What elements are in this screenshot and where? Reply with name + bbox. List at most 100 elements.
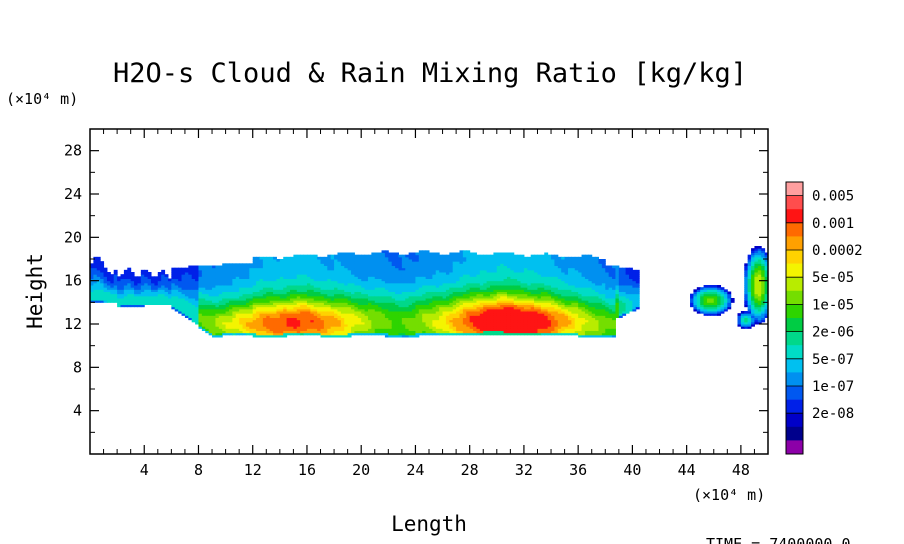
field-cell bbox=[449, 263, 454, 266]
field-cell bbox=[432, 280, 437, 284]
field-cell bbox=[367, 326, 372, 329]
field-cell bbox=[266, 324, 271, 327]
field-cell bbox=[530, 304, 535, 308]
field-cell bbox=[364, 278, 369, 282]
field-cell bbox=[106, 298, 111, 301]
field-cell bbox=[127, 267, 132, 271]
field-cell bbox=[412, 274, 416, 277]
field-cell bbox=[235, 278, 240, 282]
field-cell bbox=[330, 313, 335, 316]
field-cell bbox=[208, 311, 213, 314]
field-cell bbox=[405, 321, 410, 325]
field-cell bbox=[184, 272, 189, 275]
field-cell bbox=[320, 274, 325, 277]
field-cell bbox=[551, 263, 555, 266]
field-cell bbox=[235, 295, 240, 299]
field-cell bbox=[493, 267, 498, 271]
field-cell bbox=[506, 263, 511, 266]
field-cell bbox=[520, 295, 525, 299]
field-cell bbox=[408, 319, 413, 323]
field-cell bbox=[513, 276, 518, 279]
field-cell bbox=[374, 269, 379, 273]
field-cell bbox=[398, 330, 403, 334]
field-cell bbox=[567, 298, 572, 301]
field-cell bbox=[408, 304, 413, 308]
field-cell bbox=[506, 267, 511, 271]
field-cell bbox=[357, 330, 362, 334]
field-cell bbox=[537, 298, 542, 301]
field-cell bbox=[462, 285, 467, 288]
field-cell bbox=[493, 272, 498, 275]
field-cell bbox=[378, 313, 383, 316]
field-cell bbox=[395, 328, 399, 331]
field-cell bbox=[425, 313, 430, 316]
field-cell bbox=[127, 280, 132, 284]
field-cell bbox=[103, 289, 108, 292]
field-cell bbox=[384, 250, 389, 253]
field-cell bbox=[523, 272, 528, 275]
field-cell bbox=[601, 298, 606, 301]
field-cell bbox=[584, 285, 589, 288]
field-cell bbox=[374, 256, 379, 260]
field-cell bbox=[252, 313, 257, 316]
field-cell bbox=[520, 306, 525, 310]
field-cell bbox=[391, 311, 396, 314]
field-cell bbox=[391, 291, 396, 295]
field-cell bbox=[188, 278, 193, 282]
field-cell bbox=[571, 265, 576, 269]
field-cell bbox=[127, 278, 132, 282]
field-cell bbox=[174, 289, 179, 292]
field-cell bbox=[110, 274, 115, 277]
field-cell bbox=[354, 278, 359, 282]
field-cell bbox=[557, 326, 562, 329]
field-cell bbox=[256, 276, 260, 279]
field-cell bbox=[256, 278, 260, 282]
field-cell bbox=[351, 304, 355, 308]
field-cell bbox=[381, 289, 386, 292]
field-cell bbox=[490, 317, 494, 321]
field-cell bbox=[422, 274, 427, 277]
field-cell bbox=[330, 289, 335, 292]
field-cell bbox=[110, 300, 115, 303]
field-cell bbox=[266, 334, 271, 338]
field-cell bbox=[605, 302, 610, 305]
field-cell bbox=[381, 269, 386, 273]
field-cell bbox=[90, 263, 94, 266]
field-cell bbox=[340, 287, 345, 290]
field-cell bbox=[534, 293, 538, 297]
field-cell bbox=[469, 265, 474, 269]
field-cell bbox=[439, 319, 444, 323]
field-cell bbox=[290, 306, 294, 310]
field-cell bbox=[479, 285, 484, 288]
field-cell bbox=[317, 269, 322, 273]
field-cell bbox=[276, 315, 281, 318]
field-cell bbox=[245, 308, 250, 312]
field-cell bbox=[449, 326, 454, 329]
field-cell bbox=[391, 308, 396, 312]
field-cell bbox=[208, 295, 213, 299]
field-cell bbox=[551, 289, 555, 292]
field-cell bbox=[452, 302, 457, 305]
field-cell bbox=[303, 302, 308, 305]
field-cell bbox=[591, 321, 596, 325]
field-cell bbox=[300, 282, 305, 286]
field-cell bbox=[418, 265, 423, 269]
field-cell bbox=[462, 254, 467, 258]
field-cell bbox=[530, 293, 535, 297]
field-cell bbox=[432, 261, 437, 264]
field-cell bbox=[354, 295, 359, 299]
field-cell bbox=[435, 300, 440, 303]
field-cell bbox=[574, 265, 579, 269]
field-cell bbox=[208, 302, 213, 305]
field-cell bbox=[483, 291, 488, 295]
field-cell bbox=[313, 315, 318, 318]
field-cell bbox=[140, 278, 145, 282]
field-cell bbox=[527, 280, 532, 284]
field-cell bbox=[405, 324, 410, 327]
field-cell bbox=[415, 285, 420, 288]
field-cell bbox=[493, 315, 498, 318]
field-cell bbox=[286, 261, 291, 264]
field-cell bbox=[367, 302, 372, 305]
field-cell bbox=[100, 276, 105, 279]
field-cell bbox=[425, 272, 430, 275]
